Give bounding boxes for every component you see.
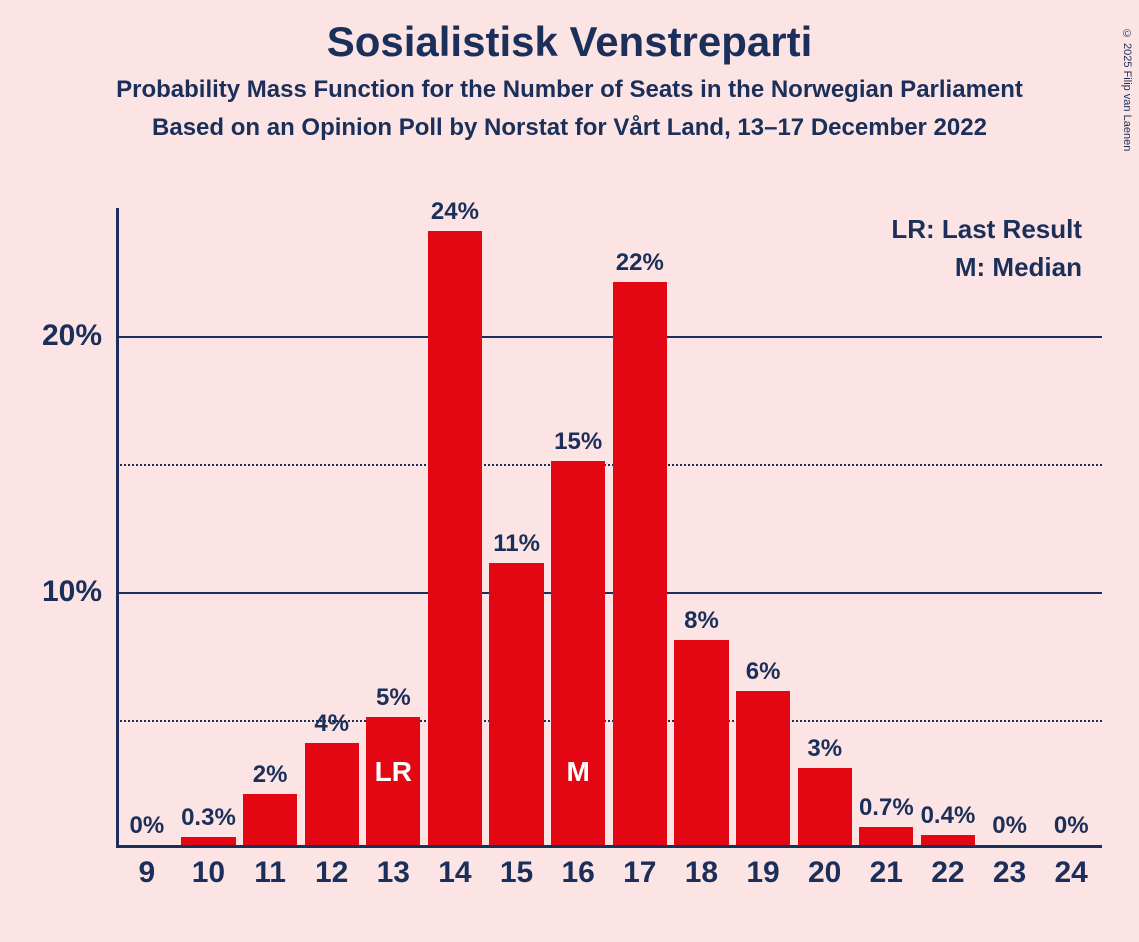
bar-value-label: 6% [746,658,781,686]
bar [736,691,790,845]
x-axis-label: 11 [254,856,286,890]
bar-value-label: 2% [253,761,288,789]
y-axis-label: 10% [42,575,102,609]
gridline-minor [116,464,1102,466]
x-axis-label: 21 [870,856,903,890]
x-axis-label: 19 [746,856,779,890]
bar-inner-label: LR [375,756,412,788]
chart-subtitle-1: Probability Mass Function for the Number… [0,76,1139,104]
x-axis-label: 24 [1055,856,1088,890]
bar-value-label: 0.7% [859,794,914,822]
bar [489,563,543,845]
bar-value-label: 11% [493,530,540,558]
chart-plot-area: LR: Last Result M: Median 10%20% 0%0.3%2… [116,208,1102,848]
bar-value-label: 0% [1054,812,1089,840]
x-axis-label: 12 [315,856,348,890]
x-axis-label: 20 [808,856,841,890]
bar-value-label: 0.4% [921,802,976,830]
x-axis-label: 16 [562,856,595,890]
x-axis-label: 17 [623,856,656,890]
y-axis-line [116,208,119,848]
bar-value-label: 3% [807,735,842,763]
bar [921,835,975,845]
x-axis-label: 22 [931,856,964,890]
copyright-text: © 2025 Filip van Laenen [1121,28,1133,151]
gridline-major [116,592,1102,594]
x-axis-label: 15 [500,856,533,890]
gridline-major [116,336,1102,338]
x-axis-label: 10 [192,856,225,890]
x-axis-label: 13 [377,856,410,890]
legend-m: M: Median [955,252,1082,283]
bar-value-label: 24% [431,198,479,226]
bar [613,282,667,845]
bar [859,827,913,845]
bar [243,794,297,845]
x-axis-label: 23 [993,856,1026,890]
bar-value-label: 0% [992,812,1027,840]
x-axis-label: 9 [138,856,155,890]
x-axis-label: 14 [438,856,471,890]
bar [305,743,359,845]
bar [428,231,482,845]
y-axis-label: 20% [42,319,102,353]
x-axis-line [116,845,1102,848]
gridline-minor [116,720,1102,722]
bar [798,768,852,845]
bar [181,837,235,845]
bar-value-label: 5% [376,684,411,712]
bar-value-label: 15% [554,428,602,456]
bar-value-label: 0.3% [181,804,236,832]
bar-inner-label: M [567,756,590,788]
legend-lr: LR: Last Result [891,214,1082,245]
bar-value-label: 0% [129,812,164,840]
bar-value-label: 8% [684,607,719,635]
bar [674,640,728,845]
x-axis-label: 18 [685,856,718,890]
chart-title: Sosialistisk Venstreparti [0,18,1139,66]
bar-value-label: 4% [314,710,349,738]
chart-subtitle-2: Based on an Opinion Poll by Norstat for … [0,114,1139,142]
bar-value-label: 22% [616,249,664,277]
